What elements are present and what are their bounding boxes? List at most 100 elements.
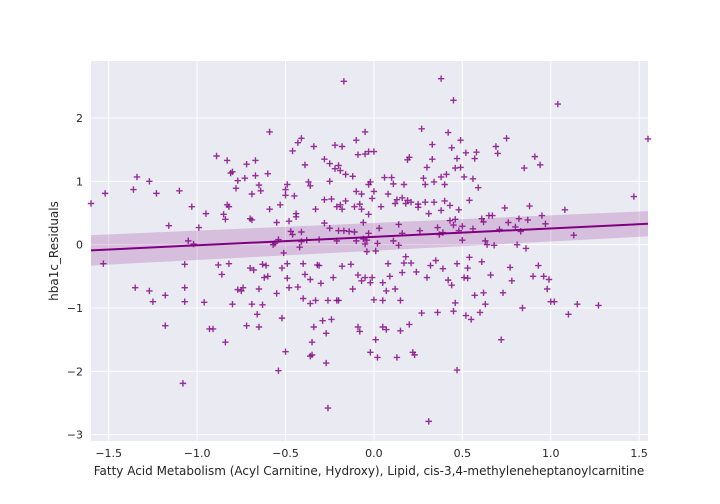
scatter-point bbox=[223, 157, 231, 164]
scatter-point bbox=[480, 289, 487, 296]
scatter-point bbox=[330, 274, 337, 281]
scatter-point bbox=[282, 186, 289, 193]
scatter-point bbox=[384, 190, 392, 198]
scatter-point bbox=[512, 223, 519, 231]
scatter-point bbox=[476, 309, 484, 316]
scatter-point bbox=[471, 292, 478, 299]
scatter-point bbox=[441, 197, 448, 205]
scatter-point bbox=[282, 192, 289, 199]
scatter-point bbox=[374, 240, 381, 247]
scatter-point bbox=[261, 274, 268, 281]
scatter-point bbox=[218, 271, 226, 278]
scatter-point bbox=[469, 175, 477, 182]
scatter-point bbox=[469, 225, 477, 233]
scatter-point bbox=[225, 203, 233, 210]
scatter-point bbox=[275, 367, 282, 374]
scatter-point bbox=[452, 299, 459, 307]
scatter-point bbox=[307, 182, 314, 189]
scatter-point bbox=[437, 75, 445, 82]
scatter-point bbox=[365, 211, 372, 218]
scatter-point bbox=[254, 311, 261, 318]
scatter-point bbox=[358, 277, 365, 284]
scatter-point bbox=[246, 264, 254, 272]
scatter-point bbox=[367, 279, 374, 286]
scatter-point bbox=[448, 144, 455, 151]
scatter-point bbox=[243, 322, 250, 329]
scatter-point bbox=[101, 190, 109, 197]
scatter-point bbox=[241, 174, 249, 182]
scatter-point bbox=[422, 199, 429, 206]
scatter-point bbox=[390, 237, 397, 245]
scatter-point bbox=[505, 219, 512, 226]
x-tick-labels: −1.5 −1.0 −0.5 0.0 0.5 1.0 1.5 bbox=[95, 447, 648, 460]
scatter-point bbox=[301, 161, 309, 169]
scatter-point bbox=[284, 181, 291, 188]
x-tick-label: −1.0 bbox=[184, 447, 211, 460]
scatter-point bbox=[322, 330, 330, 337]
scatter-point bbox=[307, 300, 314, 307]
scatter-point bbox=[462, 149, 470, 157]
scatter-point bbox=[337, 201, 344, 208]
scatter-point bbox=[425, 418, 432, 425]
scatter-point bbox=[289, 231, 296, 238]
scatter-point bbox=[443, 171, 450, 178]
scatter-point bbox=[162, 292, 169, 299]
scatter-point bbox=[521, 164, 528, 172]
scatter-point bbox=[390, 180, 397, 188]
scatter-point bbox=[544, 285, 551, 293]
scatter-point bbox=[353, 237, 360, 245]
scatter-point bbox=[407, 199, 415, 206]
scatter-point bbox=[255, 285, 263, 293]
scatter-point bbox=[353, 136, 360, 144]
scatter-point bbox=[414, 200, 422, 208]
scatter-point bbox=[381, 174, 388, 181]
scatter-point bbox=[185, 237, 192, 245]
scatter-point bbox=[176, 187, 183, 195]
scatter-point bbox=[162, 322, 169, 329]
scatter-point bbox=[333, 203, 340, 210]
scatter-point bbox=[404, 197, 411, 204]
scatter-point bbox=[459, 223, 466, 230]
scatter-point bbox=[466, 197, 473, 204]
scatter-point bbox=[453, 155, 461, 162]
scatter-point bbox=[360, 219, 367, 226]
x-tick-label: 1.0 bbox=[542, 447, 560, 460]
scatter-point bbox=[181, 261, 188, 268]
scatter-point bbox=[441, 181, 448, 188]
scatter-point bbox=[494, 150, 501, 157]
scatter-point bbox=[351, 228, 358, 236]
scatter-point bbox=[570, 231, 577, 239]
scatter-point bbox=[342, 197, 349, 205]
scatter-point bbox=[400, 181, 408, 188]
y-tick-label: −3 bbox=[67, 429, 83, 442]
y-tick-label: −2 bbox=[67, 365, 83, 378]
scatter-point bbox=[317, 280, 325, 287]
scatter-point bbox=[266, 206, 273, 213]
scatter-point bbox=[434, 224, 441, 231]
scatter-point bbox=[361, 128, 369, 136]
scatter-point bbox=[397, 297, 404, 304]
scatter-point bbox=[400, 259, 408, 267]
scatter-point bbox=[542, 220, 549, 227]
scatter-point bbox=[370, 296, 378, 303]
scatter-point bbox=[422, 181, 429, 188]
scatter-point bbox=[324, 404, 332, 412]
scatter-point bbox=[508, 277, 516, 284]
scatter-point bbox=[356, 200, 363, 208]
scatter-point bbox=[379, 323, 386, 331]
scatter-point bbox=[393, 354, 401, 361]
scatter-point bbox=[457, 164, 464, 171]
scatter-point bbox=[307, 276, 314, 283]
x-tick-label: 1.5 bbox=[630, 447, 648, 460]
scatter-point bbox=[232, 185, 240, 192]
y-tick-label: 0 bbox=[76, 239, 83, 252]
scatter-point bbox=[444, 129, 452, 136]
scatter-point bbox=[452, 216, 459, 223]
scatter-point bbox=[229, 168, 236, 176]
scatter-point bbox=[234, 177, 241, 184]
scatter-point bbox=[399, 194, 406, 201]
scatter-point bbox=[331, 165, 339, 172]
scatter-point bbox=[430, 178, 438, 186]
scatter-point bbox=[292, 213, 300, 220]
